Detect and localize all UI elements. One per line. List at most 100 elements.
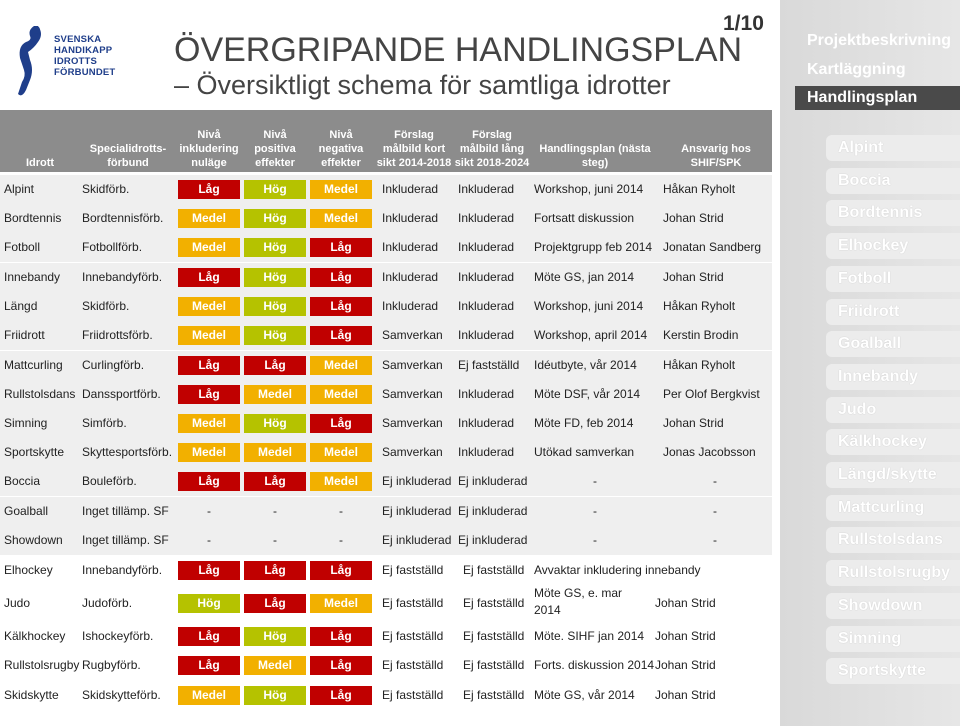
level-badge: Låg [178, 356, 240, 375]
level-badge: Låg [178, 385, 240, 404]
sidebar-item-kälkhockey[interactable]: Kälkhockey [826, 429, 960, 456]
cell-lang-sikt: Ej fastställd [458, 358, 520, 372]
cell-kort-sikt: Inkluderad [382, 182, 439, 196]
cell-idrott: Innebandy [4, 270, 61, 284]
sidebar-item-rullstolsrugby[interactable]: Rullstolsrugby [826, 560, 960, 587]
table-row: Fotboll Fotbollförb. Medel Hög Låg Inkluderad… [0, 233, 772, 262]
cell-idrott: Mattcurling [4, 358, 63, 372]
cell-kort-sikt: Ej fastställd [382, 658, 444, 672]
sidebar-item-längd-skytte[interactable]: Längd/skytte [826, 462, 960, 488]
cell-kort-sikt: Inkluderad [382, 270, 439, 284]
sidebar-link-projektbeskrivning[interactable]: Projektbeskrivning [807, 32, 952, 49]
cell-kort-sikt: Ej fastställd [382, 596, 444, 610]
cell-lang-sikt: Inkluderad [458, 328, 515, 342]
cell-ansvarig: Johan Strid [663, 211, 724, 225]
sidebar-item-simning[interactable]: Simning [826, 625, 960, 652]
sidebar-item-showdown[interactable]: Showdown [826, 592, 960, 619]
cell-handlingsplan: Möte FD, feb 2014 [534, 416, 634, 430]
sidebar-item-innebandy[interactable]: Innebandy [826, 363, 960, 390]
level-badge: Låg [310, 297, 372, 316]
table-row: Kälkhockey Ishockeyförb. Låg Hög Låg Ej fasts… [0, 622, 772, 651]
cell-handlingsplan: Möte GS, jan 2014 [534, 270, 635, 284]
level-badge: Låg [310, 268, 372, 287]
cell-lang-sikt: Ej inkluderad [458, 504, 528, 518]
cell-forbund: Bouleförb. [82, 474, 137, 488]
cell-forbund: Skidskytteförb. [82, 688, 161, 702]
level-badge: Hög [244, 180, 306, 199]
header-lang-sikt: Förslag målbild lång sikt 2018-2024 [454, 110, 530, 172]
table-row: Friidrott Friidrottsförb. Medel Hög Låg Samve… [0, 321, 772, 350]
cell-idrott: Friidrott [4, 328, 45, 342]
cell-forbund: Inget tillämp. SF [82, 533, 169, 547]
cell-handlingsplan: Möte GS, vår 2014 [534, 688, 635, 702]
level-badge: Hög [178, 594, 240, 613]
sidebar-item-friidrott[interactable]: Friidrott [826, 298, 960, 325]
sidebar-item-goalball[interactable]: Goalball [826, 331, 960, 358]
sidebar-item-mattcurling[interactable]: Mattcurling [826, 494, 960, 521]
cell-dash: - [339, 504, 343, 518]
header-niva-negativa: Nivå negativa effekter [308, 110, 374, 172]
cell-forbund: Skidförb. [82, 182, 130, 196]
level-badge: Hög [244, 326, 306, 345]
cell-kort-sikt: Ej inkluderad [382, 474, 452, 488]
level-badge: Hög [244, 414, 306, 433]
level-badge: Medel [310, 594, 372, 613]
cell-ansvarig: Johan Strid [663, 416, 724, 430]
level-badge: Medel [178, 326, 240, 345]
page-subtitle: – Översiktligt schema för samtliga idrot… [174, 70, 671, 100]
level-badge: Låg [310, 561, 372, 580]
cell-lang-sikt: Inkluderad [458, 445, 515, 459]
cell-ansvarig: Jonatan Sandberg [663, 240, 762, 254]
cell-forbund: Skyttesportsförb. [82, 445, 173, 459]
page-number: 1/10 [723, 12, 764, 35]
level-badge: Låg [310, 686, 372, 705]
table-row: Sportskytte Skyttesportsförb. Medel Medel Me… [0, 438, 772, 467]
level-badge: Medel [244, 443, 306, 462]
level-badge: Låg [244, 561, 306, 580]
cell-kort-sikt: Ej fastställd [382, 563, 444, 577]
cell-handlingsplan: Fortsatt diskussion [534, 211, 635, 225]
cell-idrott: Bordtennis [4, 211, 62, 225]
cell-forbund: Curlingförb. [82, 358, 145, 372]
cell-forbund: Friidrottsförb. [82, 328, 153, 342]
sidebar-item-judo[interactable]: Judo [826, 396, 960, 423]
header-niva-positiva: Nivå positiva effekter [242, 110, 308, 172]
cell-lang-sikt: Inkluderad [458, 182, 515, 196]
cell-idrott: Längd [4, 299, 38, 313]
cell-ansvarig: Håkan Ryholt [663, 358, 736, 372]
sidebar-link-handlingsplan[interactable]: Handlingsplan [795, 86, 960, 110]
cell-handlingsplan: Forts. diskussion 2014 [534, 658, 655, 672]
sidebar-link-kartlaggning[interactable]: Kartläggning [807, 61, 906, 78]
sidebar-item-bordtennis[interactable]: Bordtennis [826, 200, 960, 227]
sidebar-item-boccia[interactable]: Boccia [826, 167, 960, 194]
cell-forbund: Skidförb. [82, 299, 130, 313]
sidebar-item-alpint[interactable]: Alpint [826, 135, 960, 161]
cell-handlingsplan: Idéutbyte, vår 2014 [534, 358, 637, 372]
cell-idrott: Rullstolsdans [4, 387, 76, 401]
sidebar-item-sportskytte[interactable]: Sportskytte [826, 658, 960, 685]
sidebar-item-elhockey[interactable]: Elhockey [826, 233, 960, 260]
cell-kort-sikt: Ej fastställd [382, 629, 444, 643]
level-badge: Hög [244, 627, 306, 646]
cell-ansvarig: Johan Strid [655, 658, 716, 672]
cell-forbund: Innebandyförb. [82, 563, 163, 577]
cell-ansvarig: Jonas Jacobsson [663, 445, 756, 459]
cell-handlingsplan: Utökad samverkan [534, 445, 635, 459]
sidebar-item-fotboll[interactable]: Fotboll [826, 265, 960, 292]
cell-idrott: Fotboll [4, 240, 41, 254]
sidebar-item-rullstolsdans[interactable]: Rullstolsdans [826, 527, 960, 554]
page-title: ÖVERGRIPANDE HANDLINGSPLAN [174, 31, 743, 69]
level-badge: Hög [244, 209, 306, 228]
level-badge: Låg [178, 627, 240, 646]
cell-ansvarig: - [713, 533, 717, 547]
table-row: Goalball Inget tillämp. SF - - - Ej inkludera… [0, 497, 772, 526]
cell-kort-sikt: Samverkan [382, 328, 443, 342]
cell-lang-sikt: Ej inkluderad [458, 533, 528, 547]
level-badge: Låg [178, 472, 240, 491]
cell-idrott: Kälkhockey [4, 629, 66, 643]
cell-handlingsplan: - [593, 504, 597, 518]
level-badge: Medel [244, 385, 306, 404]
level-badge: Medel [310, 385, 372, 404]
cell-forbund: Danssportförb. [82, 387, 161, 401]
cell-lang-sikt: Inkluderad [458, 387, 515, 401]
